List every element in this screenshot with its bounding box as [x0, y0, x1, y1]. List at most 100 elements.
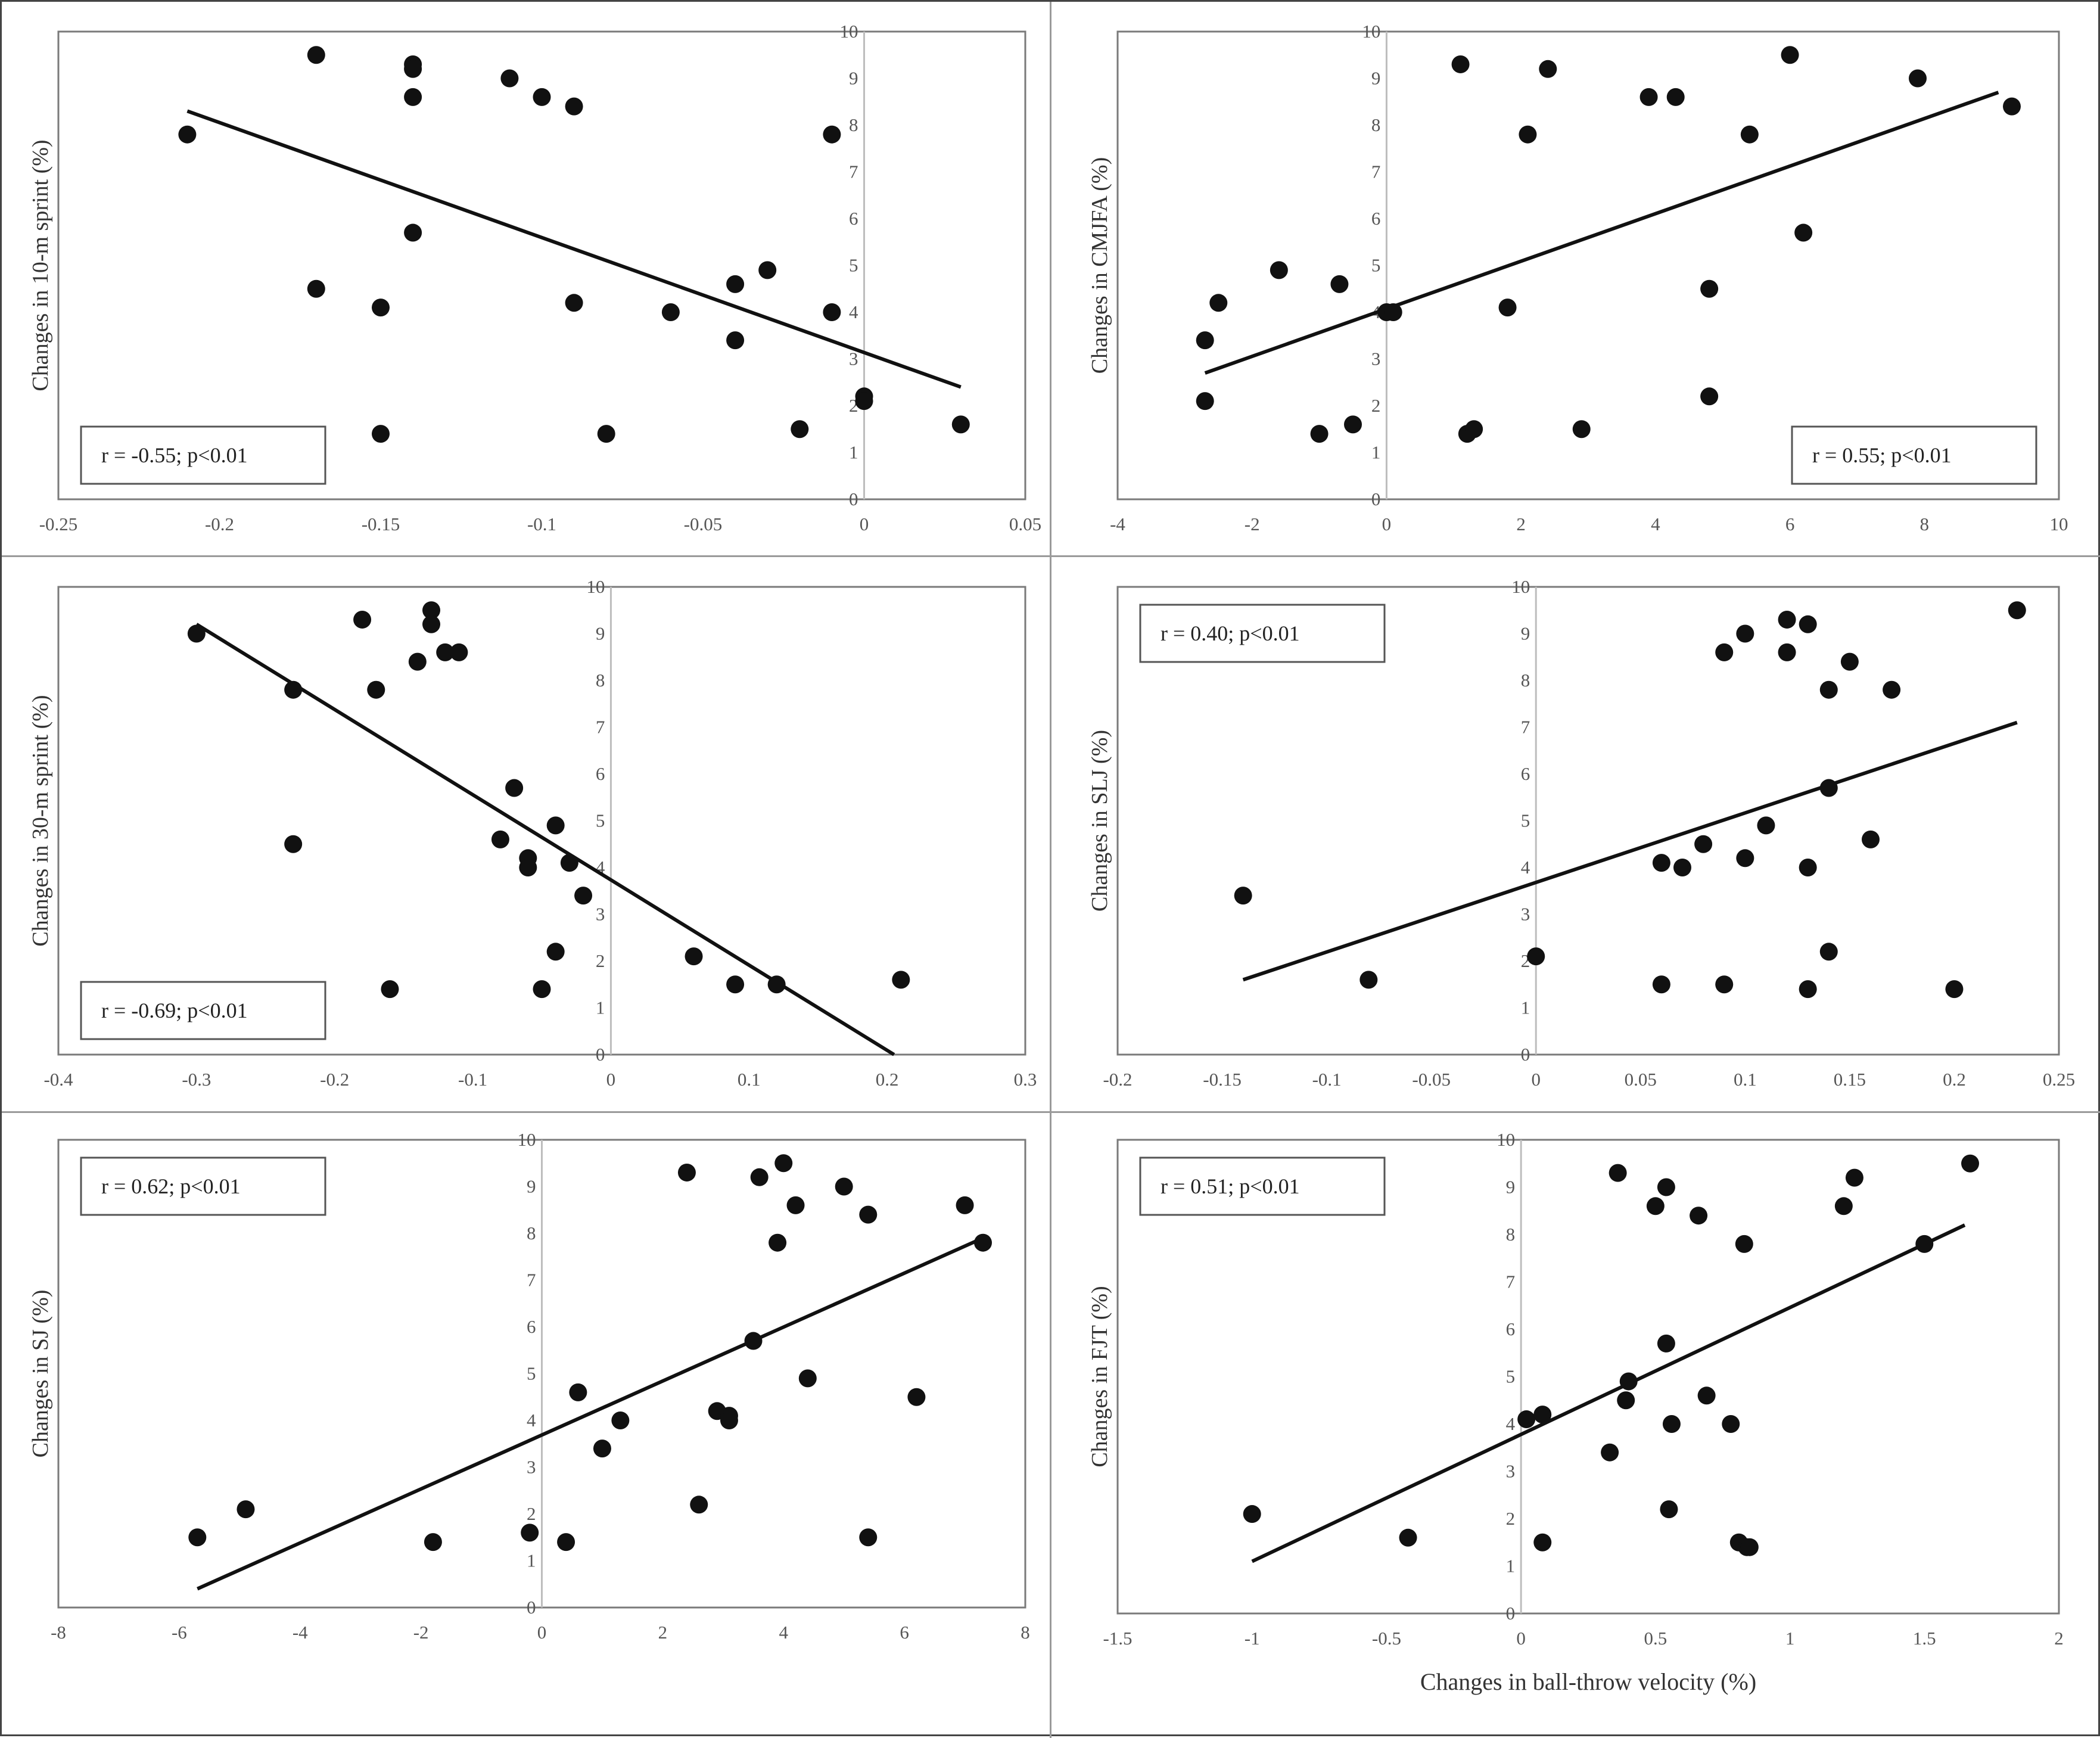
y-tick-label: 1 [1371, 442, 1381, 463]
x-tick-label: -0.15 [362, 514, 400, 534]
data-point [533, 980, 551, 999]
data-point [1945, 980, 1964, 999]
x-axis-label: Changes in ball-throw velocity (%) [1420, 1668, 1756, 1695]
trend-line [1242, 720, 2018, 982]
y-tick-label: 1 [596, 997, 605, 1018]
data-point [685, 947, 703, 966]
data-point [744, 1332, 763, 1350]
data-point [1601, 1443, 1619, 1462]
data-point [892, 971, 910, 989]
annotation-box [1791, 425, 2037, 485]
x-tick-label: 0.05 [1009, 514, 1041, 534]
correlation-annotation: r = 0.55; p<0.01 [1791, 425, 2037, 485]
y-tick-label: 0 [527, 1597, 536, 1618]
y-tick-label: 5 [527, 1363, 536, 1384]
y-axis-label: Changes in 30-m sprint (%) [28, 695, 53, 946]
data-point [1694, 835, 1713, 853]
data-point [855, 392, 873, 411]
x-tick-label: 2 [1516, 514, 1526, 534]
y-tick-label: 7 [849, 161, 858, 182]
data-point [1234, 887, 1252, 905]
y-tick-label: 9 [849, 68, 858, 89]
data-point [1196, 392, 1214, 411]
data-point [533, 88, 551, 106]
data-point [1862, 830, 1880, 848]
data-point [1735, 1235, 1753, 1253]
data-point [1310, 425, 1329, 443]
data-point [565, 294, 583, 312]
x-tick-label: -0.1 [1312, 1069, 1342, 1090]
annotation-box [80, 425, 326, 485]
data-point [973, 1233, 992, 1252]
y-tick-label: 0 [849, 489, 858, 509]
y-tick-label: 2 [1371, 395, 1381, 416]
x-tick-label: -0.1 [458, 1069, 487, 1090]
annotation-box [1139, 604, 1386, 663]
x-tick-label: -0.2 [205, 514, 234, 534]
x-tick-label: -4 [1110, 514, 1125, 534]
data-point [1617, 1391, 1635, 1410]
data-point [284, 835, 303, 853]
y-tick-label: 3 [1371, 349, 1381, 369]
x-tick-label: -6 [172, 1622, 187, 1643]
x-tick-label: 0 [606, 1069, 616, 1090]
data-point [774, 1154, 793, 1173]
data-point [1539, 60, 1557, 78]
y-axis-label: Changes in FJT (%) [1087, 1286, 1112, 1467]
x-tick-label: -0.05 [684, 514, 723, 534]
y-tick-label: 10 [840, 21, 858, 42]
y-axis-label: Changes in SJ (%) [28, 1290, 53, 1458]
x-tick-label: 8 [1021, 1622, 1030, 1643]
y-tick-label: 8 [1506, 1224, 1516, 1245]
plot-area [57, 586, 1026, 1056]
x-tick-label: -0.15 [1203, 1069, 1242, 1090]
data-point [187, 624, 206, 643]
data-point [1736, 624, 1754, 643]
x-tick-label: 0 [860, 514, 869, 534]
data-point [1652, 854, 1670, 872]
data-point [769, 1233, 787, 1252]
data-point [1465, 420, 1483, 439]
y-tick-label: 3 [1521, 904, 1530, 925]
trend-line [1204, 91, 1999, 375]
x-tick-label: 0 [537, 1622, 547, 1643]
data-point [436, 643, 455, 661]
data-point [597, 425, 615, 443]
y-tick-label: 6 [1521, 763, 1530, 784]
data-point [1819, 779, 1838, 797]
data-point [1819, 680, 1838, 699]
data-point [835, 1177, 853, 1196]
data-point [500, 69, 519, 88]
x-tick-label: -0.2 [320, 1069, 349, 1090]
x-tick-label: -0.3 [182, 1069, 211, 1090]
data-point [178, 125, 197, 144]
data-point [546, 816, 565, 835]
y-tick-label: 5 [849, 255, 858, 276]
data-point [450, 643, 468, 661]
data-point [424, 1533, 442, 1552]
data-point [758, 261, 777, 279]
data-point [1690, 1207, 1708, 1225]
data-point [720, 1411, 738, 1429]
x-tick-label: 0.1 [1734, 1069, 1757, 1090]
data-point [951, 415, 970, 434]
y-axis-label: Changes in CMJFA (%) [1087, 157, 1112, 374]
horizontal-divider-bottom [2, 1111, 2100, 1113]
correlation-annotation: r = 0.40; p<0.01 [1139, 604, 1386, 663]
data-point [1619, 1372, 1638, 1391]
data-point [1915, 1235, 1934, 1253]
data-point [1799, 980, 1817, 999]
data-point [726, 331, 745, 350]
correlation-annotation: r = 0.51; p<0.01 [1139, 1156, 1386, 1216]
data-point [1519, 125, 1537, 144]
data-point [1652, 975, 1670, 994]
trend-line [1251, 1223, 1966, 1563]
data-point [367, 680, 385, 699]
y-tick-label: 10 [1362, 21, 1380, 42]
y-tick-label: 8 [1521, 670, 1530, 691]
y-tick-label: 4 [527, 1410, 536, 1431]
y-axis-label: Changes in 10-m sprint (%) [28, 139, 53, 391]
y-tick-label: 4 [1506, 1413, 1516, 1434]
y-tick-label: 10 [1511, 576, 1530, 597]
annotation-text: r = 0.40; p<0.01 [1161, 621, 1300, 645]
